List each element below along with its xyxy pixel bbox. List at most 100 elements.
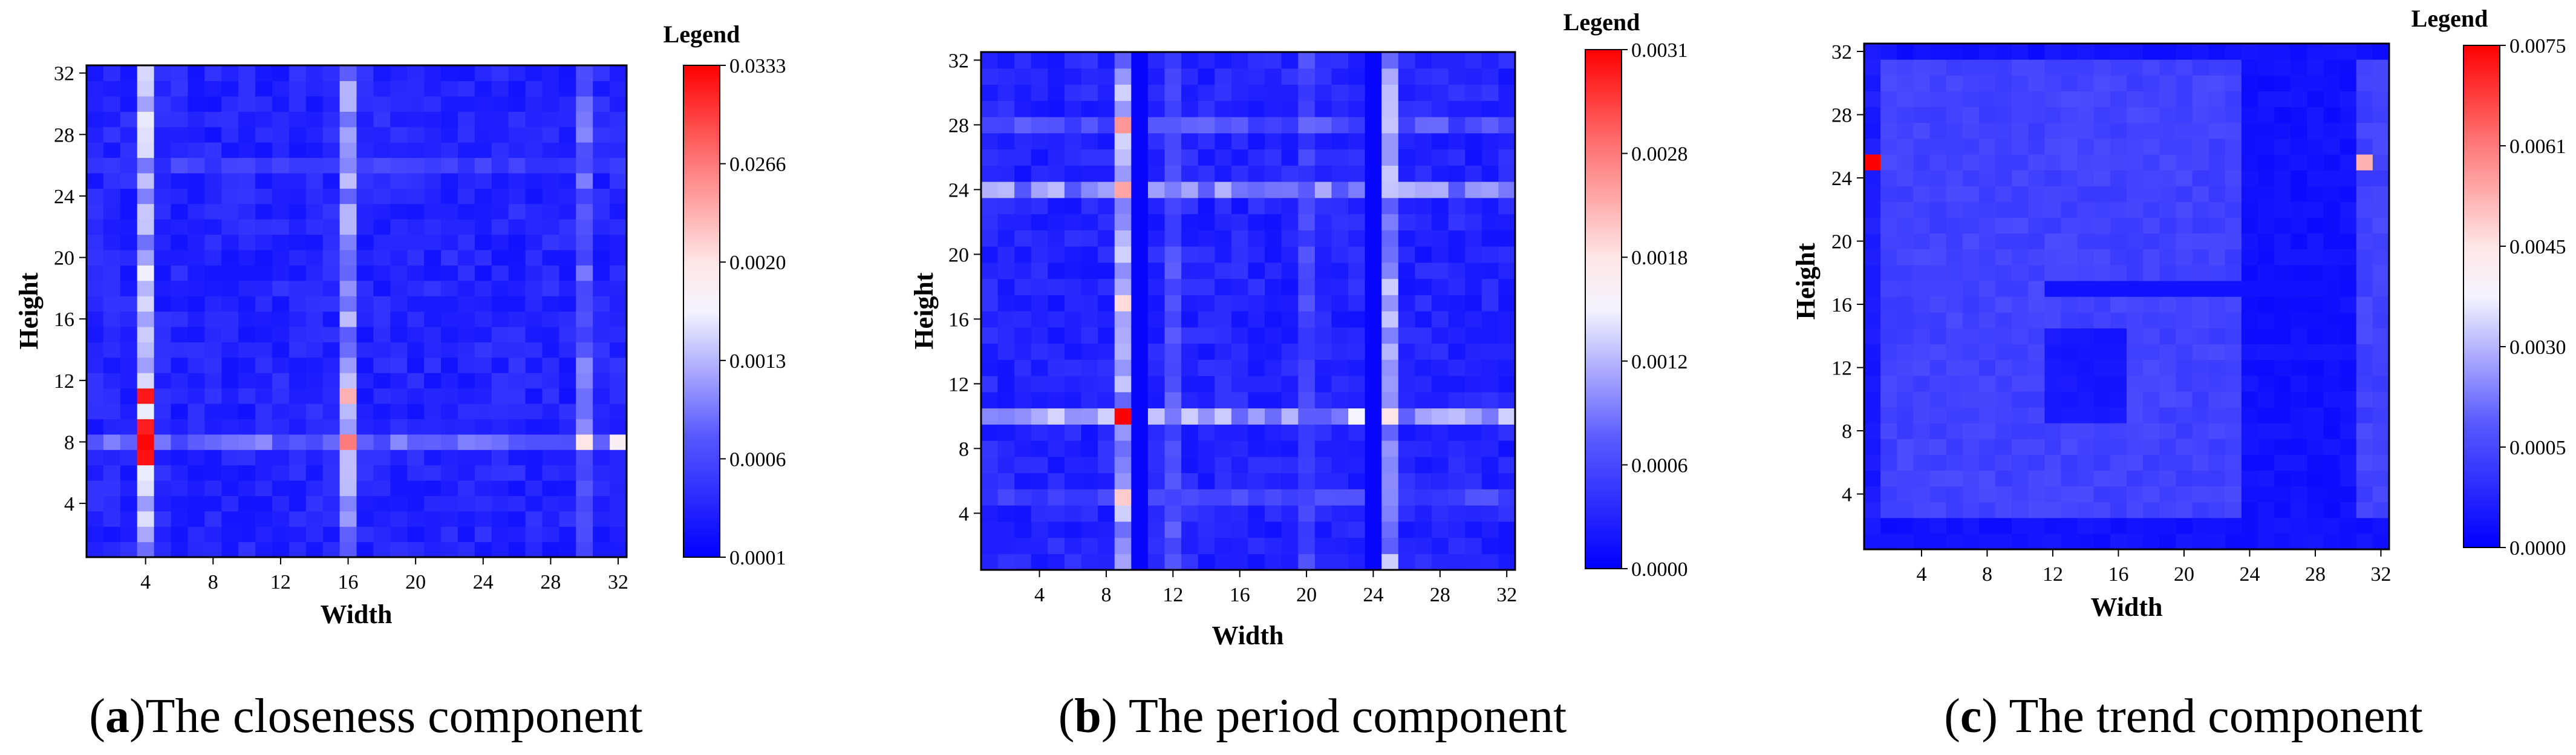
heatmap-cell-a (559, 249, 576, 266)
heatmap-cell-a (171, 342, 189, 358)
heatmap-cell-c (2110, 359, 2127, 376)
heatmap-cell-c (2110, 486, 2127, 503)
heatmap-cell-a (457, 526, 475, 543)
heatmap-cell-c (2110, 296, 2127, 313)
heatmap-cell-b (1465, 408, 1482, 425)
heatmap-cell-c (1929, 296, 1947, 313)
heatmap-cell-b (981, 100, 999, 117)
heatmap-cell-a (238, 373, 256, 389)
heatmap-cell-a (322, 480, 341, 496)
heatmap-cell-b (1498, 230, 1516, 247)
heatmap-cell-a (424, 342, 442, 358)
heatmap-cell-c (1962, 391, 1980, 408)
heatmap-cell-c (2225, 280, 2242, 297)
heatmap-cell-a (272, 388, 290, 404)
heatmap-cell-b (1248, 181, 1265, 198)
heatmap-cell-b (1281, 505, 1299, 522)
heatmap-cell-c (2208, 344, 2226, 361)
heatmap-cell-b (1432, 165, 1449, 182)
heatmap-cell-b (1448, 246, 1466, 263)
heatmap-cell-b (1381, 472, 1399, 489)
heatmap-cell-c (2044, 75, 2062, 91)
heatmap-cell-c (1962, 170, 1980, 186)
heatmap-cell-b (981, 521, 999, 538)
heatmap-cell-c (2061, 106, 2078, 123)
heatmap-cell-a (474, 495, 492, 512)
heatmap-cell-c (2176, 249, 2193, 266)
heatmap-cell-c (2110, 264, 2127, 281)
heatmap-cell-b (1048, 197, 1065, 215)
heatmap-cell-c (2044, 312, 2062, 328)
heatmap-cell-b (1147, 262, 1166, 279)
heatmap-cell-b (1198, 440, 1215, 457)
heatmap-cell-a (491, 80, 509, 97)
heatmap-cell-a (474, 449, 492, 466)
heatmap-cell-a (255, 526, 273, 543)
heatmap-cell-c (2291, 154, 2307, 171)
heatmap-cell-b (1365, 311, 1382, 328)
heatmap-cell-b (1131, 359, 1149, 376)
heatmap-cell-b (1248, 52, 1265, 69)
heatmap-cell-a (272, 219, 290, 235)
heatmap-cell-a (137, 373, 155, 389)
heatmap-cell-b (1498, 295, 1516, 312)
heatmap-cell-b (1331, 440, 1349, 457)
heatmap-cell-b (1281, 327, 1299, 344)
heatmap-cell-b (1348, 440, 1366, 457)
heatmap-cell-b (1147, 505, 1166, 522)
heatmap-cell-a (103, 495, 121, 512)
heatmap-cell-b (1381, 278, 1399, 295)
heatmap-cell-c (2044, 170, 2062, 186)
heatmap-cell-b (1114, 391, 1132, 409)
heatmap-cell-b (1448, 181, 1466, 198)
heatmap-cell-b (1031, 472, 1048, 489)
heatmap-cell-b (1114, 262, 1132, 279)
heatmap-cell-b (981, 391, 999, 409)
heatmap-cell-b (981, 424, 999, 441)
heatmap-cell-b (1198, 456, 1215, 474)
heatmap-cell-b (1048, 408, 1065, 425)
heatmap-cell-c (2127, 264, 2144, 281)
heatmap-cell-c (2225, 375, 2242, 392)
heatmap-cell-b (1415, 214, 1432, 230)
heatmap-cell-b (1265, 327, 1282, 344)
caption-close-c: ) (1981, 690, 1998, 743)
heatmap-cell-c (1880, 391, 1897, 408)
heatmap-cell-c (1995, 486, 2012, 503)
heatmap-cell-c (2061, 249, 2078, 266)
heatmap-cell-a (339, 465, 357, 481)
heatmap-cell-c (2127, 75, 2144, 91)
heatmap-cell-a (103, 172, 121, 189)
x-tick-label-a: 24 (473, 571, 494, 593)
heatmap-cell-b (1432, 117, 1449, 134)
heatmap-cell-c (2340, 154, 2357, 171)
heatmap-cell-a (137, 342, 155, 358)
heatmap-cell-a (576, 480, 593, 496)
heatmap-cell-c (1978, 359, 1996, 376)
heatmap-cell-c (2241, 296, 2258, 313)
heatmap-cell-a (103, 511, 121, 527)
heatmap-cell-b (1432, 391, 1449, 409)
heatmap-cell-b (1114, 230, 1132, 247)
heatmap-cell-c (2093, 328, 2111, 344)
caption-text-b: The period component (1118, 690, 1567, 743)
heatmap-cell-b (1415, 376, 1432, 393)
heatmap-cell-c (2061, 391, 2078, 408)
heatmap-cell-a (339, 449, 357, 466)
heatmap-cell-a (610, 296, 627, 312)
heatmap-cell-b (1314, 100, 1332, 117)
heatmap-cell-c (2208, 359, 2226, 376)
heatmap-cell-b (1181, 246, 1199, 263)
heatmap-cell-c (1978, 75, 1996, 91)
heatmap-cell-b (1198, 554, 1215, 570)
y-tick-label-c: 24 (1831, 168, 1852, 190)
heatmap-cell-a (457, 296, 475, 312)
heatmap-cell-b (1314, 214, 1332, 230)
heatmap-cell-b (1481, 311, 1499, 328)
heatmap-cell-c (1978, 502, 1996, 518)
heatmap-cell-c (2291, 138, 2307, 155)
heatmap-cell-a (593, 188, 610, 204)
heatmap-cell-c (1913, 91, 1931, 108)
heatmap-cell-c (2274, 328, 2291, 344)
heatmap-cell-a (154, 280, 172, 296)
